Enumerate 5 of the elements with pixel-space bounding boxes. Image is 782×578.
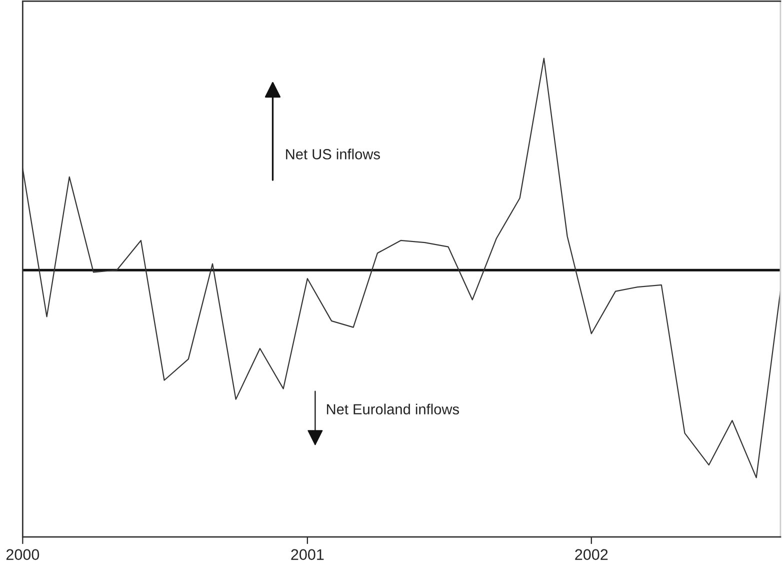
annotation: Net US inflows bbox=[286, 148, 380, 160]
x-tick-label: 2001 bbox=[291, 549, 324, 560]
annotation: Net Euroland inflows bbox=[326, 404, 460, 414]
x-tick-label: 2002 bbox=[575, 549, 608, 560]
x-tick-label: 2000 bbox=[6, 549, 40, 560]
